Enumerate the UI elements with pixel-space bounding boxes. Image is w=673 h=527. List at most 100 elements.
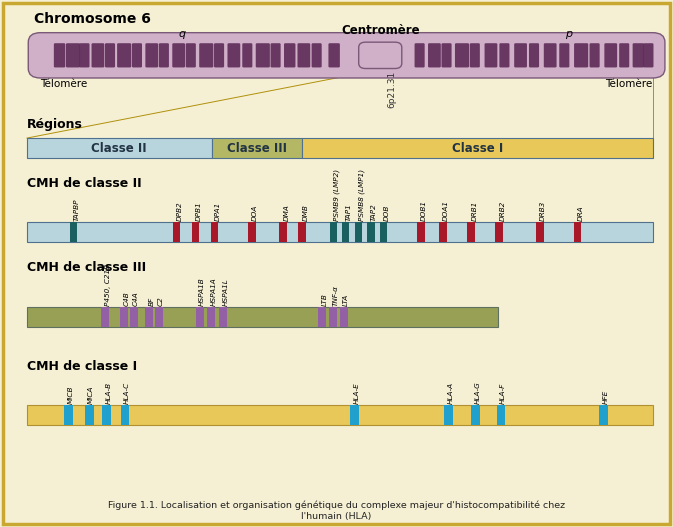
Text: CMH de classe III: CMH de classe III (27, 261, 146, 274)
FancyBboxPatch shape (132, 43, 142, 67)
Text: Classe III: Classe III (227, 142, 287, 154)
FancyBboxPatch shape (633, 43, 644, 67)
Bar (279, 222, 287, 242)
Bar (145, 307, 153, 327)
FancyBboxPatch shape (328, 43, 340, 67)
Bar (298, 222, 306, 242)
Text: C2: C2 (158, 296, 164, 306)
FancyBboxPatch shape (145, 43, 158, 67)
Text: PSMB8 (LMP1): PSMB8 (LMP1) (359, 169, 365, 221)
FancyBboxPatch shape (256, 43, 270, 67)
Bar (211, 222, 218, 242)
Text: DMA: DMA (283, 204, 289, 221)
Text: DOA1: DOA1 (443, 200, 449, 221)
FancyBboxPatch shape (604, 43, 617, 67)
Bar (27, 307, 498, 327)
Text: TAP2: TAP2 (371, 203, 377, 221)
Text: Classe II: Classe II (92, 142, 147, 154)
Bar (367, 222, 374, 242)
Text: Centromère: Centromère (341, 24, 419, 37)
Text: P450, C21B: P450, C21B (105, 264, 110, 306)
FancyBboxPatch shape (441, 43, 452, 67)
Text: C4A: C4A (133, 291, 139, 306)
Bar (380, 222, 387, 242)
Text: HLA-B: HLA-B (106, 382, 112, 404)
FancyBboxPatch shape (514, 43, 527, 67)
FancyBboxPatch shape (544, 43, 557, 67)
Text: HLA-G: HLA-G (474, 382, 481, 404)
Bar (70, 222, 77, 242)
FancyBboxPatch shape (227, 43, 240, 67)
FancyBboxPatch shape (529, 43, 539, 67)
Bar (536, 222, 544, 242)
Bar (173, 222, 180, 242)
Text: Figure 1.1. Localisation et organisation génétique du complexe majeur d'histocom: Figure 1.1. Localisation et organisation… (108, 501, 565, 521)
FancyBboxPatch shape (214, 43, 224, 67)
FancyBboxPatch shape (455, 43, 469, 67)
Text: HLA-A: HLA-A (448, 382, 454, 404)
Text: LTB: LTB (321, 293, 327, 306)
Bar (102, 405, 111, 425)
Text: DOB: DOB (384, 205, 390, 221)
Bar (211, 138, 302, 158)
FancyBboxPatch shape (54, 43, 65, 67)
Text: HSPA1B: HSPA1B (199, 277, 205, 306)
Text: DPA1: DPA1 (215, 202, 221, 221)
Bar (350, 405, 359, 425)
Bar (342, 222, 349, 242)
Bar (207, 307, 215, 327)
Text: CMH de classe I: CMH de classe I (27, 359, 137, 373)
FancyBboxPatch shape (79, 43, 90, 67)
FancyBboxPatch shape (485, 43, 497, 67)
Text: DOB1: DOB1 (421, 200, 427, 221)
FancyBboxPatch shape (559, 43, 569, 67)
FancyBboxPatch shape (312, 43, 322, 67)
FancyBboxPatch shape (92, 43, 104, 67)
Text: Télomère: Télomère (40, 79, 87, 89)
Bar (27, 138, 211, 158)
Bar (495, 222, 503, 242)
FancyBboxPatch shape (242, 43, 252, 67)
Text: Classe I: Classe I (452, 142, 503, 154)
Text: Chromosome 6: Chromosome 6 (34, 12, 151, 26)
Text: HSPA1L: HSPA1L (222, 278, 228, 306)
FancyBboxPatch shape (105, 43, 115, 67)
Text: MICB: MICB (67, 386, 73, 404)
Bar (573, 222, 581, 242)
FancyBboxPatch shape (619, 43, 629, 67)
Bar (155, 307, 163, 327)
FancyBboxPatch shape (470, 43, 480, 67)
FancyBboxPatch shape (428, 43, 441, 67)
FancyBboxPatch shape (415, 43, 425, 67)
Bar (467, 222, 474, 242)
Bar (340, 307, 348, 327)
FancyBboxPatch shape (66, 43, 80, 67)
Bar (85, 405, 94, 425)
Text: C4B: C4B (123, 291, 129, 306)
Text: 6p21.31: 6p21.31 (387, 71, 396, 109)
Text: CMH de classe II: CMH de classe II (27, 177, 141, 190)
Text: TNF-α: TNF-α (332, 285, 339, 306)
Bar (471, 405, 480, 425)
Bar (101, 307, 109, 327)
Text: DRB2: DRB2 (499, 201, 505, 221)
Text: HLA-F: HLA-F (500, 383, 506, 404)
Text: DOA: DOA (252, 205, 258, 221)
Bar (444, 405, 453, 425)
Text: p: p (565, 29, 572, 39)
FancyBboxPatch shape (359, 42, 402, 69)
Bar (120, 405, 129, 425)
Text: DRB1: DRB1 (471, 201, 477, 221)
Bar (64, 405, 73, 425)
Text: DRA: DRA (577, 206, 583, 221)
FancyBboxPatch shape (284, 43, 295, 67)
Text: BF: BF (149, 297, 155, 306)
Bar (27, 222, 653, 242)
FancyBboxPatch shape (199, 43, 213, 67)
FancyBboxPatch shape (172, 43, 185, 67)
FancyBboxPatch shape (643, 43, 653, 67)
FancyBboxPatch shape (574, 43, 588, 67)
Text: PSMB9 (LMP2): PSMB9 (LMP2) (334, 169, 340, 221)
FancyBboxPatch shape (117, 43, 131, 67)
Text: DMB: DMB (302, 204, 308, 221)
